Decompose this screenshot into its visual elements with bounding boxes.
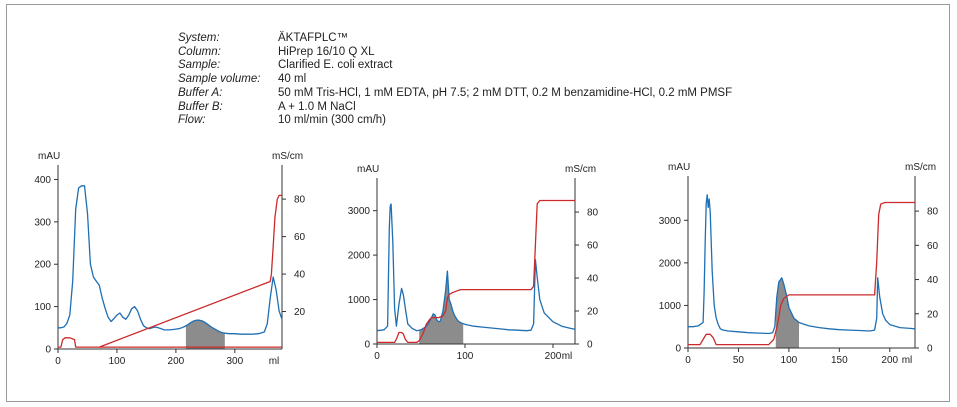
info-label: Buffer A:: [178, 86, 223, 99]
y-axis-label-left: mAU: [357, 164, 379, 175]
x-tick-label: 100: [457, 351, 474, 362]
y-tick-label-left: 2000: [348, 251, 371, 262]
x-tick-label: 0: [374, 351, 380, 362]
uv-absorbance-trace: [58, 185, 283, 335]
x-tick-label: 100: [781, 355, 798, 366]
x-tick-label: 100: [109, 356, 126, 367]
info-value: HiPrep 16/10 Q XL: [278, 45, 375, 58]
info-value: 50 mM Tris-HCl, 1 mM EDTA, pH 7.5; 2 mM …: [278, 86, 733, 99]
conductivity-trace: [58, 337, 282, 348]
fraction-area: [185, 320, 225, 349]
info-row-buffer-a: Buffer A: 50 mM Tris-HCl, 1 mM EDTA, pH …: [178, 87, 732, 101]
x-unit-label: ml: [269, 356, 280, 367]
y-tick-label-left: 0: [675, 344, 681, 355]
method-info: System: ÄKTAFPLC™ Column: HiPrep 16/10 Q…: [178, 32, 732, 128]
y-tick-label-left: 3000: [348, 206, 371, 217]
info-label: Sample:: [178, 59, 221, 72]
info-row-sample: Sample: Clarified E. coli extract: [178, 59, 732, 73]
y-axis-label-right: mS/cm: [905, 162, 936, 173]
info-value: 10 ml/min (300 cm/h): [278, 114, 387, 127]
y-tick-label-right: 60: [587, 241, 599, 252]
uv-absorbance-trace: [688, 194, 916, 335]
y-tick-label-right: 60: [927, 241, 939, 252]
conductivity-trace: [688, 201, 915, 346]
info-label: Column:: [178, 45, 221, 58]
y-axis-label-left: mAU: [668, 162, 690, 173]
info-value: ÄKTAFPLC™: [278, 32, 349, 44]
y-tick-label-right: 40: [587, 274, 599, 285]
y-tick-label-left: 2000: [659, 258, 682, 269]
info-value: 40 ml: [278, 73, 307, 86]
chart-2: 0 1000 2000 3000 0 20 40 60 80 0 100 200 ml mAU mS/cm: [348, 164, 599, 362]
y-tick-label-right: 40: [927, 275, 939, 286]
uv-absorbance-trace: [376, 203, 576, 332]
x-tick-label: 200: [168, 356, 185, 367]
y-tick-label-left: 3000: [659, 216, 682, 227]
y-tick-label-left: 300: [34, 217, 51, 228]
info-value: A + 1.0 M NaCl: [278, 100, 356, 113]
y-tick-label-right: 80: [294, 195, 306, 206]
y-tick-label-left: 100: [34, 302, 51, 313]
fraction-area: [775, 277, 799, 348]
x-tick-label: 0: [685, 355, 691, 366]
info-label: Buffer B:: [178, 100, 223, 113]
y-tick-label-right: 80: [587, 208, 599, 219]
fraction-area: [419, 271, 464, 344]
y-tick-label-left: 1000: [348, 295, 371, 306]
y-tick-label-right: 0: [587, 340, 593, 351]
x-unit-label: ml: [562, 351, 573, 362]
y-tick-label-right: 60: [294, 232, 306, 243]
y-tick-label-right: 20: [294, 307, 306, 318]
y-tick-label-left: 400: [34, 175, 51, 186]
y-axis-label-left: mAU: [38, 151, 60, 162]
y-tick-label-left: 200: [34, 260, 51, 271]
info-row-column: Column: HiPrep 16/10 Q XL: [178, 46, 732, 60]
conductivity-trace: [99, 194, 282, 348]
y-axis-label-right: mS/cm: [272, 151, 303, 162]
chart-1: 0 100 200 300 400 20 40 60 80 0 100 200 300 ml mAU mS/c…: [34, 151, 305, 367]
x-tick-label: 200: [545, 351, 562, 362]
y-tick-label-left: 0: [364, 340, 370, 351]
y-tick-label-right: 80: [927, 207, 939, 218]
info-row-buffer-b: Buffer B: A + 1.0 M NaCl: [178, 101, 732, 115]
x-tick-label: 200: [881, 355, 898, 366]
x-tick-label: 150: [831, 355, 848, 366]
y-tick-label-right: 20: [927, 309, 939, 320]
y-tick-label-right: 20: [587, 307, 599, 318]
info-row-flow: Flow: 10 ml/min (300 cm/h): [178, 114, 732, 128]
info-value: Clarified E. coli extract: [278, 59, 393, 72]
y-axis-label-right: mS/cm: [565, 164, 596, 175]
info-row-system: System: ÄKTAFPLC™: [178, 32, 732, 46]
y-tick-label-right: 40: [294, 270, 306, 281]
info-label: System:: [178, 32, 220, 44]
chart-3: 0 1000 2000 3000 0 20 40 60 80 0 50 100 150 200 ml mAU m…: [659, 162, 939, 366]
y-tick-label-left: 1000: [659, 301, 682, 312]
x-unit-label: ml: [902, 355, 913, 366]
info-label: Sample volume:: [178, 73, 261, 86]
y-tick-label-right: 0: [927, 344, 933, 355]
y-tick-label-left: 0: [45, 345, 51, 356]
conductivity-trace: [377, 199, 575, 344]
info-label: Flow:: [178, 114, 206, 127]
x-tick-label: 0: [55, 356, 61, 367]
x-tick-label: 50: [733, 355, 745, 366]
info-row-sample-volume: Sample volume: 40 ml: [178, 73, 732, 87]
x-tick-label: 300: [226, 356, 243, 367]
